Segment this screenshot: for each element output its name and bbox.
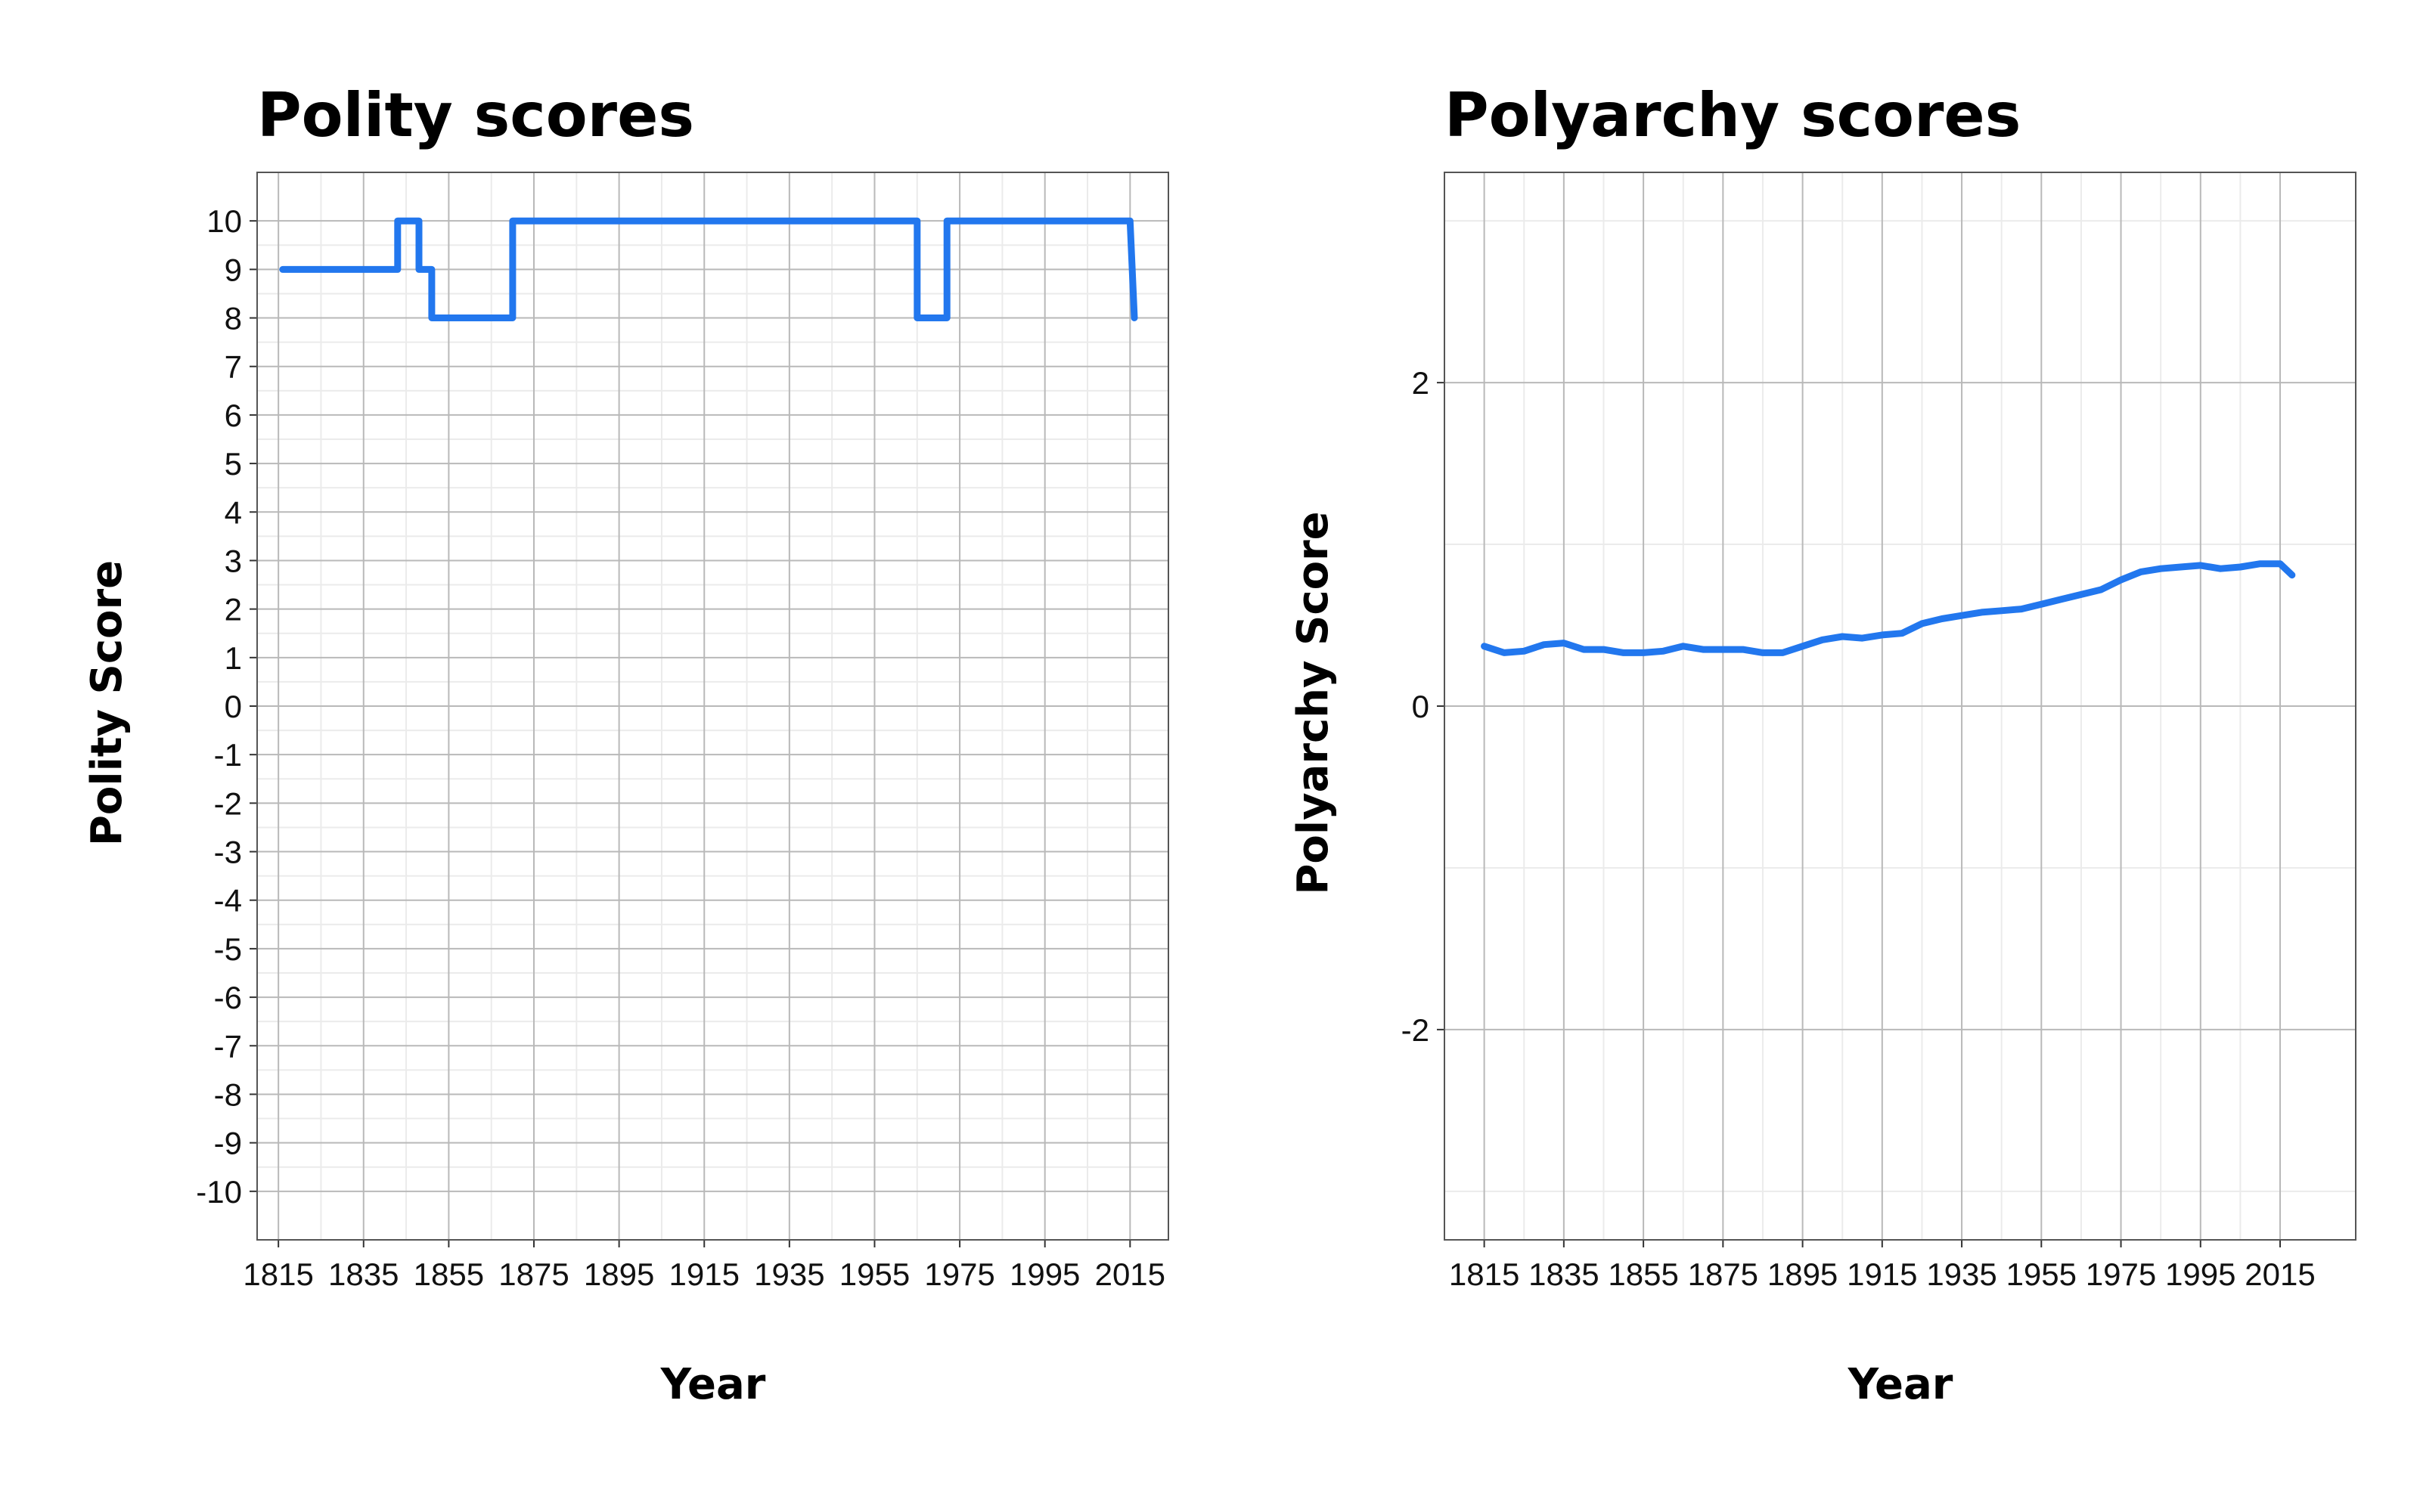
x-tick-label: 1915: [669, 1256, 740, 1292]
y-tick-label: -8: [214, 1077, 242, 1112]
y-tick-label: -9: [214, 1126, 242, 1161]
y-tick-label: 7: [225, 349, 242, 385]
x-tick-label: 1895: [1767, 1256, 1838, 1292]
x-tick-label: 1895: [584, 1256, 654, 1292]
series-line: [1481, 560, 2296, 656]
x-tick-label: 1935: [1926, 1256, 1996, 1292]
x-tick-label: 2015: [1095, 1256, 1165, 1292]
y-tick-label: 8: [225, 301, 242, 336]
y-tick-label: 4: [225, 494, 242, 530]
y-tick-label: -2: [1401, 1012, 1429, 1048]
y-tick-label: -10: [196, 1174, 242, 1210]
grid: [257, 172, 1168, 1240]
x-tick-label: 1955: [2006, 1256, 2077, 1292]
y-tick-label: 5: [225, 446, 242, 482]
x-tick-label: 1955: [839, 1256, 910, 1292]
y-tick-label: -5: [214, 931, 242, 967]
plot-panel: [1444, 172, 2356, 1241]
x-tick-label: 1855: [1608, 1256, 1678, 1292]
x-tick-label: 1835: [328, 1256, 399, 1292]
plot-panel: [256, 172, 1169, 1241]
series-line: [279, 217, 1138, 321]
x-tick-label: 1815: [243, 1256, 313, 1292]
y-tick-label: 10: [206, 203, 242, 239]
x-tick-label: 1815: [1449, 1256, 1519, 1292]
y-tick-label: 2: [1412, 365, 1429, 401]
chart-title: Polyarchy scores: [1444, 80, 2021, 150]
y-tick-label: 6: [225, 398, 242, 433]
x-tick-label: 1995: [1010, 1256, 1080, 1292]
x-tick-label: 1975: [2086, 1256, 2156, 1292]
y-tick-label: 0: [225, 689, 242, 724]
x-tick-label: 1875: [498, 1256, 569, 1292]
y-tick-label: -2: [214, 785, 242, 821]
polity-chart: Polity scores Year Polity Score 1815 1835…: [82, 80, 1169, 1409]
x-tick-label: 1855: [414, 1256, 484, 1292]
y-tick-label: -1: [214, 737, 242, 773]
x-tick-label: 1915: [1847, 1256, 1917, 1292]
y-tick-label: 1: [225, 640, 242, 676]
y-axis-label: Polity Score: [82, 560, 132, 846]
x-axis-label: Year: [660, 1360, 766, 1409]
x-tick-label: 1935: [754, 1256, 824, 1292]
x-tick-label: 1835: [1528, 1256, 1599, 1292]
x-tick-label: 1875: [1688, 1256, 1758, 1292]
y-tick-label: 0: [1412, 689, 1429, 724]
polyarchy-chart: Polyarchy scores Year Polyarchy Score 18…: [1289, 80, 2356, 1409]
x-axis-label: Year: [1848, 1360, 1953, 1409]
x-tick-label: 1975: [924, 1256, 994, 1292]
x-tick-label: 2015: [2245, 1256, 2315, 1292]
y-tick-label: -6: [214, 980, 242, 1015]
y-tick-label: -4: [214, 883, 242, 919]
grid: [1444, 172, 2356, 1240]
y-tick-label: 3: [225, 543, 242, 578]
x-tick-label: 1995: [2165, 1256, 2235, 1292]
y-tick-label: 2: [225, 592, 242, 627]
y-axis-label: Polyarchy Score: [1289, 511, 1338, 894]
y-tick-label: -3: [214, 835, 242, 870]
chart-title: Polity scores: [257, 80, 694, 150]
y-tick-label: -7: [214, 1028, 242, 1064]
y-tick-label: 9: [225, 252, 242, 287]
